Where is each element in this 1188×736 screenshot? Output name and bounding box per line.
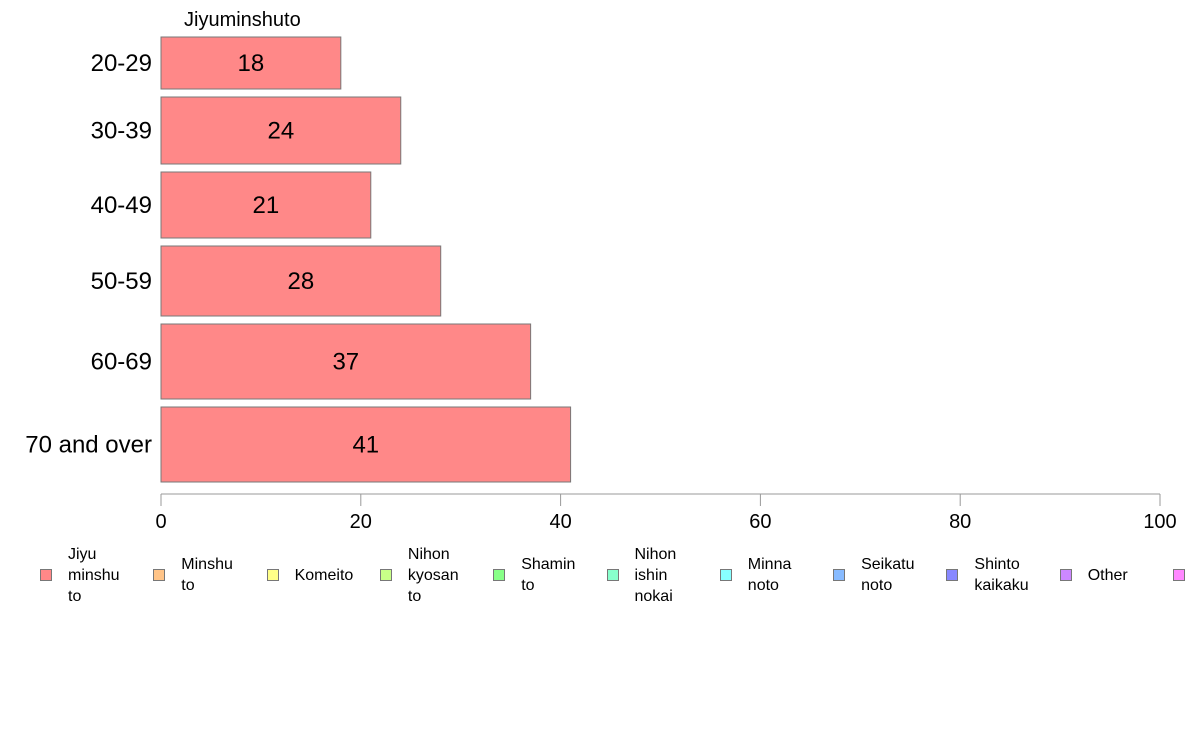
x-tick-label: 100 [1143, 511, 1176, 533]
legend-item: Shinto kaikaku [946, 540, 1029, 610]
category-label: 20-29 [91, 50, 152, 77]
x-tick-label: 0 [155, 511, 166, 533]
legend-item: Minna noto [719, 540, 792, 610]
legend-swatch [1059, 569, 1072, 581]
legend-label: Nihon ishin nokai [634, 545, 677, 605]
x-axis: 0 20 40 60 80 100 [155, 493, 1177, 533]
x-tick-label: 60 [749, 511, 771, 533]
legend-item [1173, 540, 1188, 610]
legend-swatch [40, 569, 52, 581]
legend-label: Other [1087, 566, 1128, 584]
bar-50-59 [160, 245, 442, 317]
bar-60-69 [160, 323, 532, 400]
x-tick-label: 80 [949, 511, 971, 533]
legend-item: Seikatu noto [833, 540, 914, 610]
legend-swatch [719, 569, 732, 581]
category-label: 40-49 [91, 192, 152, 219]
bar-value-label: 41 [352, 432, 379, 459]
legend-label: Minshu to [181, 556, 233, 594]
bar-30-39 [160, 96, 402, 165]
bars-layer: 18 20-29 24 30-39 21 40-49 28 50-59 37 60-69 41 70 … [25, 36, 572, 483]
legend-label: Shinto kaikaku [974, 556, 1029, 594]
bar-40-49 [160, 171, 372, 239]
category-label: 60-69 [91, 349, 152, 376]
legend-item: Nihon ishin nokai [606, 540, 677, 610]
bar-70-and-over [160, 406, 572, 483]
legend-swatch [493, 569, 506, 581]
bar-20-29 [160, 36, 342, 90]
legend-swatch [1173, 569, 1185, 581]
chart-title: Jiyuminshuto [184, 9, 301, 31]
legend-item: Nihon kyosan to [379, 540, 459, 610]
legend-item: Komeito [266, 540, 354, 610]
legend-label: Komeito [294, 566, 354, 584]
legend-label: Jiyu minshu to [68, 545, 120, 605]
x-tick-label: 40 [549, 511, 571, 533]
legend-item: Other [1059, 540, 1128, 610]
category-label: 50-59 [91, 268, 152, 295]
legend-swatch [266, 569, 279, 581]
legend: Jiyu minshu to Minshu to Komeito Nihon kyos… [0, 540, 1188, 620]
bar-value-label: 18 [238, 50, 265, 77]
legend-swatch [946, 569, 959, 581]
legend-item: Jiyu minshu to [40, 540, 120, 610]
legend-label: Shamin to [521, 556, 576, 594]
legend-item: Shamin to [493, 540, 575, 610]
bar-chart: Jiyuminshuto 18 20-29 24 30-39 21 40-49 28 50-5… [25, 9, 1177, 533]
legend-swatch [153, 569, 166, 581]
legend-swatch [833, 569, 846, 581]
bar-value-label: 21 [253, 192, 280, 219]
bar-value-label: 24 [268, 118, 295, 145]
category-label: 30-39 [91, 118, 152, 145]
legend-label: Seikatu noto [861, 556, 915, 594]
bar-value-label: 37 [332, 349, 359, 376]
legend-label: Nihon kyosan to [407, 545, 459, 605]
legend-swatch [379, 569, 392, 581]
legend-label: Minna noto [747, 556, 792, 594]
x-tick-label: 20 [350, 511, 372, 533]
legend-item: Minshu to [153, 540, 233, 610]
category-label: 70 and over [25, 432, 152, 459]
bar-value-label: 28 [288, 268, 315, 295]
legend-swatch [606, 569, 619, 581]
